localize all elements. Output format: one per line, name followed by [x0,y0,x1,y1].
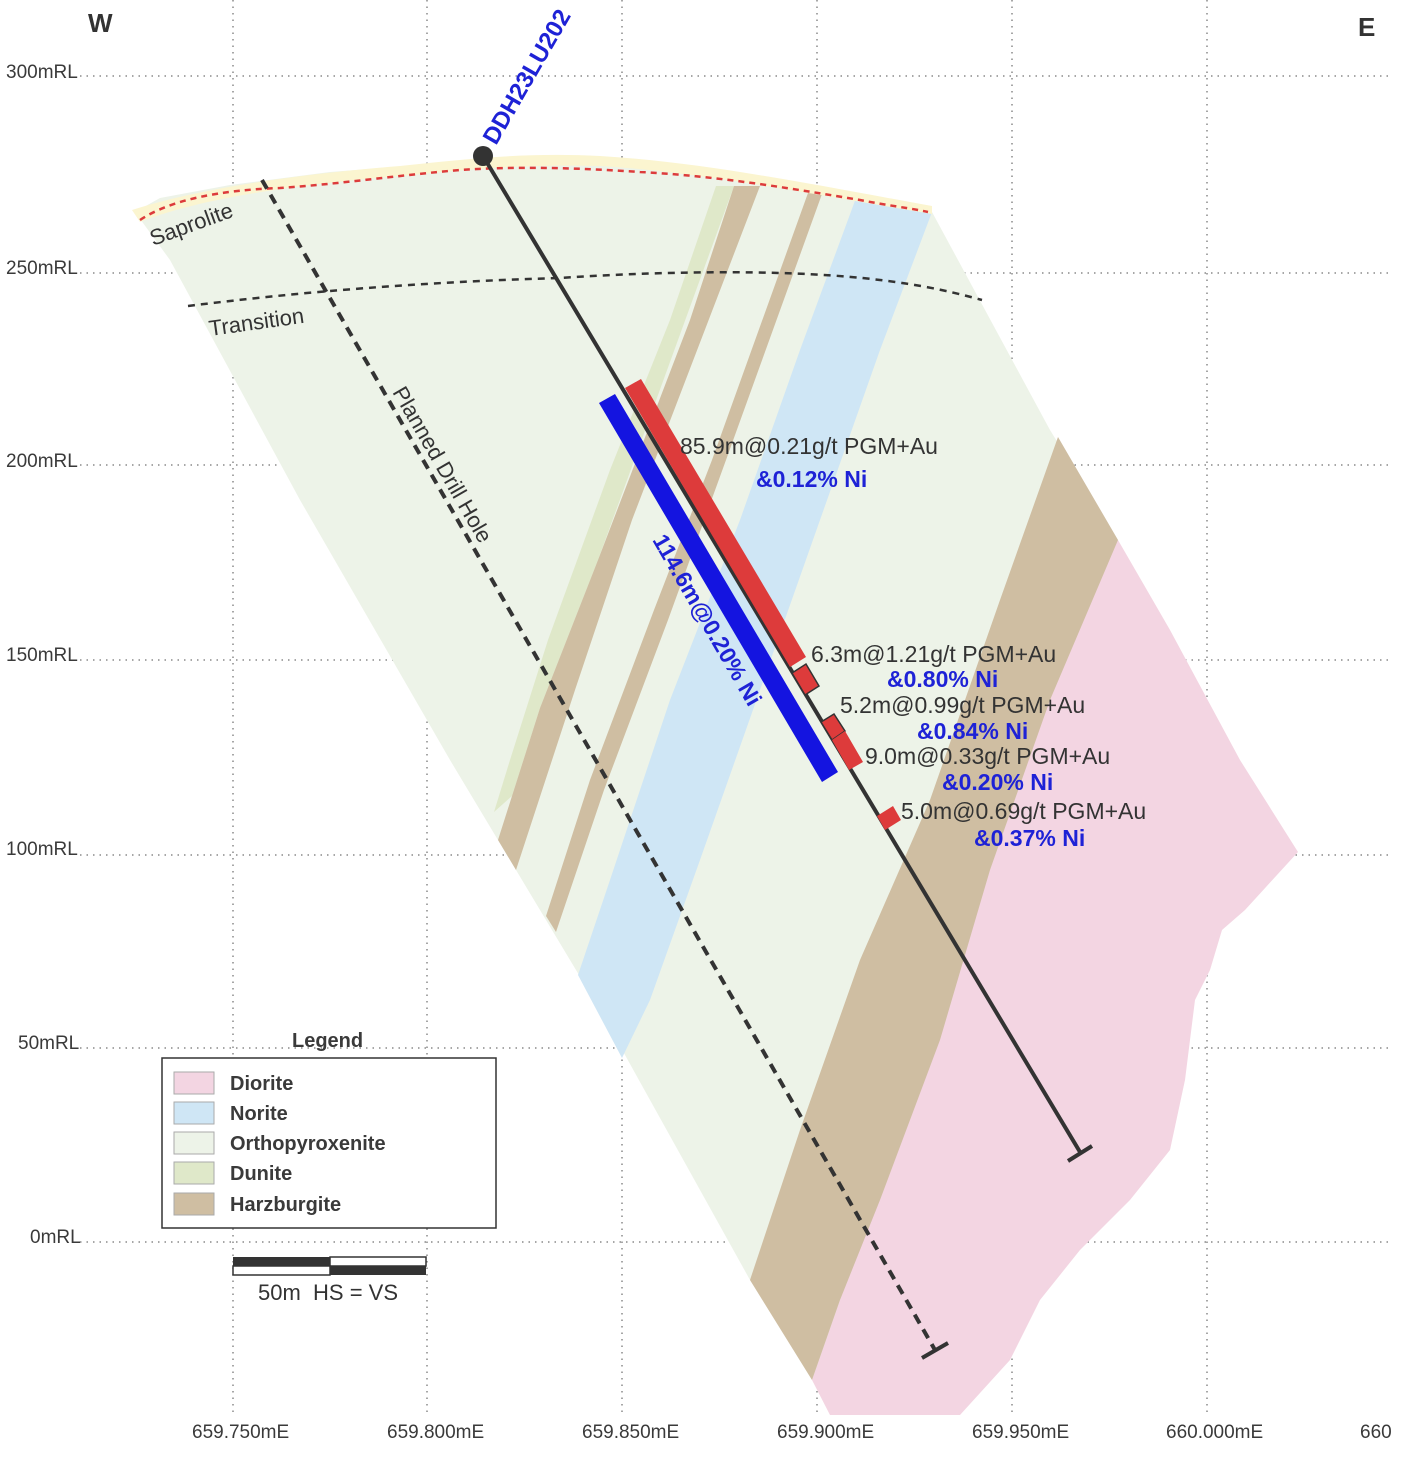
easting-label: 659.800mE [387,1422,484,1443]
planned-drill-hole [260,179,949,1360]
transition-boundary [187,270,983,308]
legend-label: Dunite [230,1163,292,1185]
grade-bar-9-0m [832,731,863,770]
norite-unit [578,198,932,1058]
easting-label: 659.900mE [777,1422,874,1443]
easting-label: 659.850mE [582,1422,679,1443]
saprolite-base-line [139,166,929,222]
intercept-ni-label: &0.12% Ni [756,466,867,492]
legend: Legend Diorite Norite Orthopyroxenite Du… [161,1030,497,1229]
legend-swatch-norite [173,1101,215,1125]
intercept-grade-label: 85.9m@0.21g/t PGM+Au [680,433,938,459]
rl-axis-labels: 300mRL 250mRL 200mRL 150mRL 100mRL 50mRL… [6,62,81,1248]
scale-bar-segment [232,1265,331,1276]
dunite-unit [494,186,734,812]
intercept-ni-label: &0.84% Ni [917,718,1028,744]
drill-hole-trace [481,154,1082,1154]
drill-hole-end-tick [1066,1144,1094,1163]
rl-label: 300mRL [6,62,78,83]
legend-label: Harzburgite [230,1194,341,1216]
planned-hole-end-tick [921,1341,949,1360]
compass-east: E [1358,12,1375,42]
intercept-ni-label: &0.37% Ni [974,825,1085,851]
diorite-unit [812,540,1298,1415]
harzburgite-band-east [546,193,822,932]
easting-label: 659.950mE [972,1422,1069,1443]
easting-label: 660 [1360,1422,1392,1443]
legend-label: Norite [230,1103,288,1125]
grade-bar-85-9m [625,379,806,667]
legend-box [161,1057,497,1229]
legend-swatch-diorite [173,1071,215,1095]
rl-label: 150mRL [6,645,78,666]
scale-label: 50m HS = VS [258,1280,398,1305]
drill-collar-marker [473,146,493,166]
legend-swatch-harzburgite [173,1192,215,1216]
rl-label: 200mRL [6,451,78,472]
intercept-ni-label: &0.80% Ni [887,666,998,692]
legend-title: Legend [292,1030,363,1052]
legend-swatch-dunite [173,1161,215,1185]
intercept-grade-label: 5.0m@0.69g/t PGM+Au [901,798,1146,824]
scale-bar-segment [233,1257,330,1266]
drill-hole-id: DDH23LU202 [478,5,577,149]
saprolite-zone [132,154,932,222]
easting-label: 660.000mE [1166,1422,1263,1443]
ni-intercept-bar [599,394,838,782]
scale-bar: 50m HS = VS [232,1256,427,1305]
intercept-labels: 85.9m@0.21g/t PGM+Au &0.12% Ni 6.3m@1.21… [680,433,1146,851]
rl-label: 100mRL [6,839,78,860]
intercept-grade-label: 5.2m@0.99g/t PGM+Au [840,692,1085,718]
intercept-ni-label: &0.20% Ni [942,769,1053,795]
planned-hole-trace [260,179,937,1351]
rl-label: 250mRL [6,258,78,279]
scale-bar-segment [329,1256,427,1267]
easting-label: 659.750mE [192,1422,289,1443]
intercept-grade-label: 9.0m@0.33g/t PGM+Au [865,743,1110,769]
legend-swatch-orthopyroxenite [173,1131,215,1155]
rl-label: 50mRL [18,1033,79,1054]
harzburgite-band-west [498,186,760,870]
easting-axis-labels: 659.750mE 659.800mE 659.850mE 659.900mE … [192,1422,1392,1443]
drill-hole [473,146,1094,1163]
grade-bar-6-3m [790,662,821,697]
grade-bar-5-0m [877,806,901,830]
rl-label: 0mRL [30,1227,81,1248]
legend-label: Orthopyroxenite [230,1133,386,1155]
scale-bar-segment [330,1266,426,1275]
legend-label: Diorite [230,1073,293,1095]
intercept-grade-label: 6.3m@1.21g/t PGM+Au [811,641,1056,667]
intercept-bars [599,379,901,830]
compass-west: W [88,8,113,38]
